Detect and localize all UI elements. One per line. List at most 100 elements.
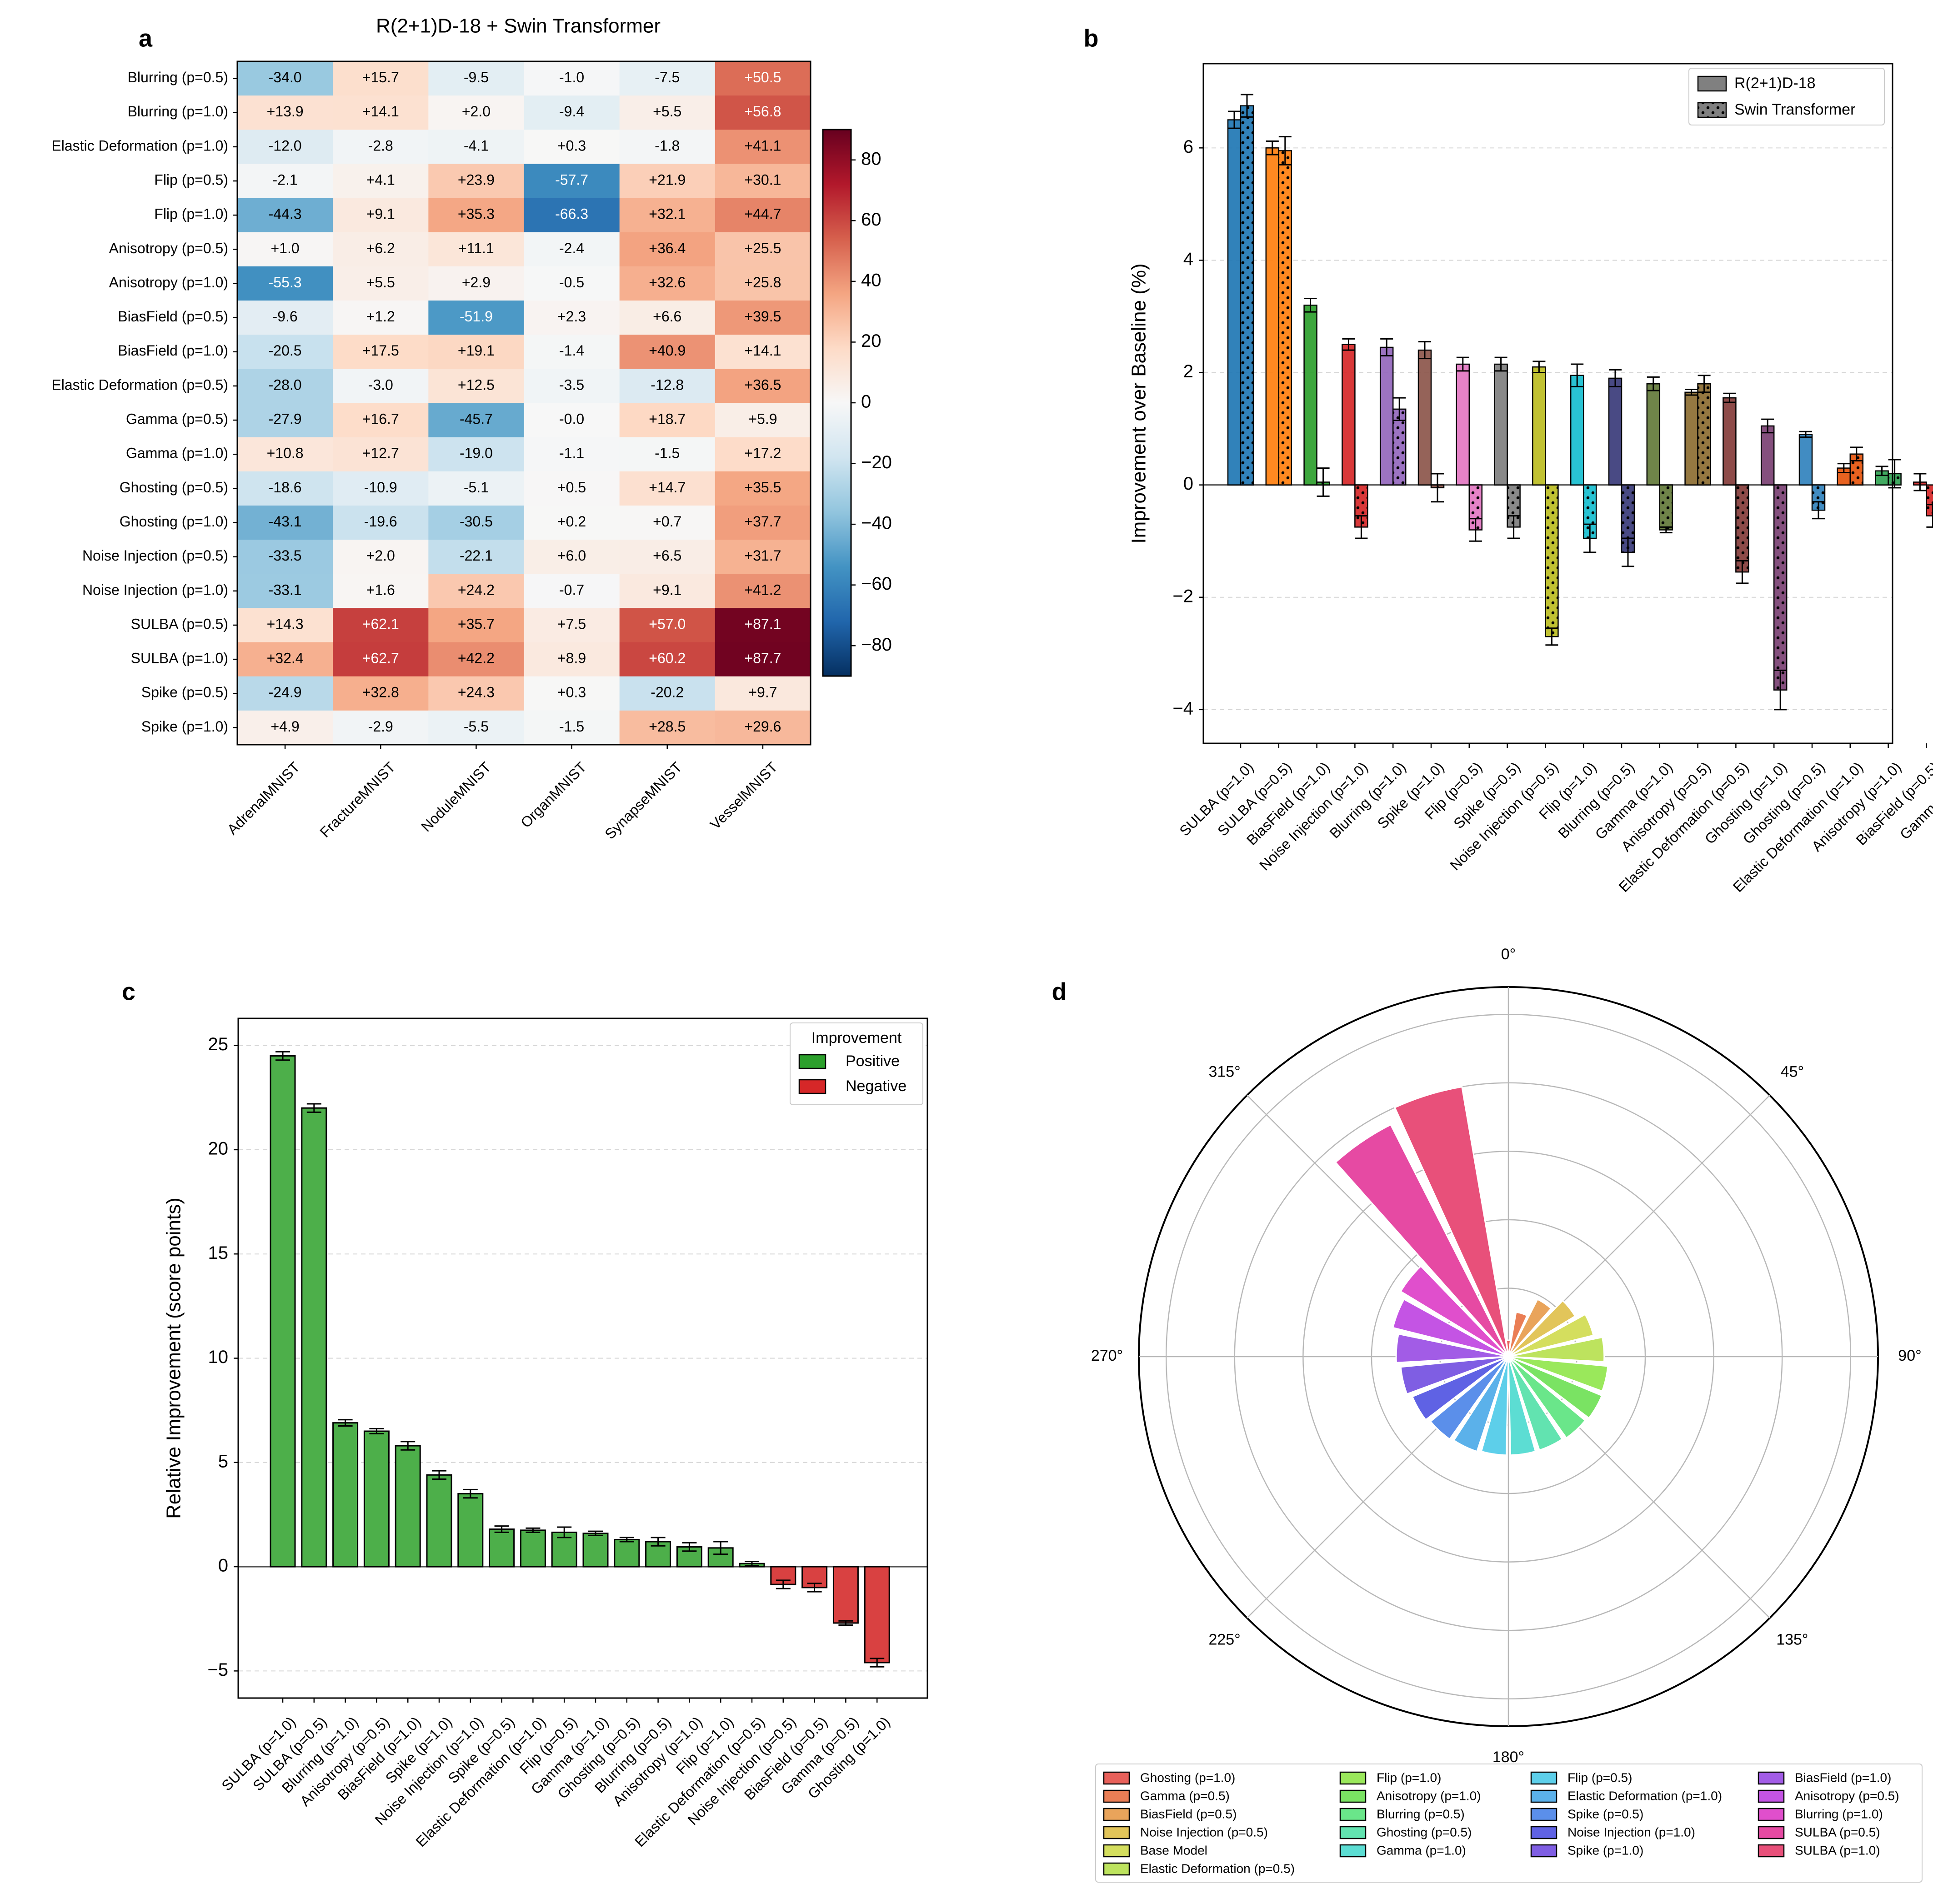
cell-value: +6.0 <box>557 547 586 564</box>
bar <box>1532 366 1546 486</box>
cell-value: +37.7 <box>744 513 781 530</box>
polar-bar <box>1334 1123 1509 1357</box>
legend-box <box>1688 68 1885 125</box>
colorbar-tick-label: 20 <box>861 331 881 351</box>
heatmap-cell <box>619 335 716 369</box>
cell-value: -1.8 <box>655 137 680 154</box>
cell-value: +18.7 <box>649 411 686 427</box>
axes-frame <box>237 1017 928 1699</box>
cell-value: -2.4 <box>559 240 584 256</box>
cell-value: +24.2 <box>458 581 495 598</box>
legend-label: Spike (p=0.5) <box>1567 1807 1643 1821</box>
heatmap-cell <box>237 505 333 540</box>
polar-bar <box>1507 1356 1537 1456</box>
heatmap-cell <box>619 676 716 711</box>
row-label: Spike (p=0.5) <box>141 684 228 701</box>
heatmap-cell <box>524 676 620 711</box>
column-label: FractureMNIST <box>317 759 399 841</box>
legend-swatch <box>1339 1789 1367 1803</box>
heatmap-cell <box>428 61 524 96</box>
polar-bar <box>1395 1333 1509 1363</box>
polar-bar <box>1508 1313 1594 1358</box>
legend-label: Negative <box>846 1077 906 1095</box>
legend-label: SULBA (p=0.5) <box>1795 1825 1880 1839</box>
cell-value: -0.0 <box>559 411 584 427</box>
heatmap-cell <box>428 301 524 335</box>
cell-value: +4.9 <box>270 718 299 735</box>
heatmap-cell <box>333 335 429 369</box>
heatmap-cell <box>428 710 524 745</box>
heatmap-cell <box>428 369 524 403</box>
cell-value: -57.7 <box>555 171 588 188</box>
legend-swatch <box>1103 1844 1130 1858</box>
heatmap-cell <box>619 266 716 301</box>
bar <box>1760 425 1775 486</box>
heatmap-cell <box>524 266 620 301</box>
cell-value: +44.7 <box>744 206 781 222</box>
heatmap-cell <box>237 608 333 643</box>
heatmap-cell <box>237 301 333 335</box>
cell-value: +17.2 <box>744 445 781 461</box>
polar-bar <box>1452 1356 1509 1453</box>
heatmap-cell <box>619 164 716 199</box>
polar-bar <box>1394 1086 1509 1357</box>
cell-value: +15.7 <box>362 69 399 85</box>
cell-value: -18.6 <box>269 479 302 496</box>
heatmap-cell <box>524 505 620 540</box>
polar-bar <box>1399 1265 1509 1358</box>
bar <box>1684 391 1698 486</box>
heatmap-cell <box>524 403 620 438</box>
heatmap-cell <box>524 232 620 267</box>
bar <box>520 1529 546 1568</box>
cell-value: +41.1 <box>744 137 781 154</box>
legend-swatch <box>1103 1771 1130 1785</box>
bar <box>457 1493 484 1568</box>
legend-box <box>1095 1764 1923 1883</box>
cell-value: +29.6 <box>744 718 781 735</box>
heatmap-cell <box>428 540 524 574</box>
y-tick-label: 4 <box>1183 249 1193 269</box>
polar-bar <box>1508 1356 1603 1419</box>
cell-value: -3.5 <box>559 376 584 393</box>
cell-value: +14.3 <box>267 616 304 632</box>
cell-value: -1.5 <box>559 718 584 735</box>
colorbar-tick-label: −20 <box>861 452 892 472</box>
cell-value: +9.1 <box>653 581 681 598</box>
cell-value: -12.8 <box>651 376 684 393</box>
bar <box>1798 434 1813 486</box>
bar-hatch <box>1393 409 1406 485</box>
legend-label: Ghosting (p=1.0) <box>1140 1770 1235 1784</box>
axes-frame <box>1202 63 1893 744</box>
cell-value: -1.1 <box>559 445 584 461</box>
cell-value: +36.5 <box>744 376 781 393</box>
bar <box>426 1474 452 1568</box>
legend-label: Blurring (p=0.5) <box>1377 1807 1465 1821</box>
cell-value: +4.1 <box>366 171 395 188</box>
cell-value: +25.5 <box>744 240 781 256</box>
angle-label: 135° <box>1776 1631 1808 1648</box>
legend-label: Noise Injection (p=0.5) <box>1140 1825 1268 1839</box>
cell-value: -30.5 <box>460 513 493 530</box>
cell-value: -5.5 <box>464 718 489 735</box>
heatmap-cell <box>715 437 811 472</box>
cell-value: -9.4 <box>559 103 584 120</box>
cell-value: +0.2 <box>557 513 586 530</box>
heatmap-cell <box>524 710 620 745</box>
heatmap-cell <box>715 710 811 745</box>
cell-value: +35.5 <box>744 479 781 496</box>
heatmap-cell <box>237 164 333 199</box>
row-label: Blurring (p=1.0) <box>128 103 228 120</box>
y-axis-label: Relative Improvement (score points) <box>163 1198 185 1519</box>
cell-value: +87.1 <box>744 616 781 632</box>
heatmap-cell <box>428 403 524 438</box>
legend-label: Base Model <box>1140 1843 1207 1857</box>
heatmap-cell <box>333 198 429 233</box>
row-label: Anisotropy (p=1.0) <box>109 274 228 291</box>
heatmap-cell <box>333 710 429 745</box>
bar <box>270 1055 296 1568</box>
column-label: VesselMNIST <box>707 759 781 833</box>
legend-label: Gamma (p=1.0) <box>1377 1843 1466 1857</box>
polar-bar <box>1507 1298 1552 1357</box>
heatmap-cell <box>524 540 620 574</box>
heatmap-cell <box>237 540 333 574</box>
